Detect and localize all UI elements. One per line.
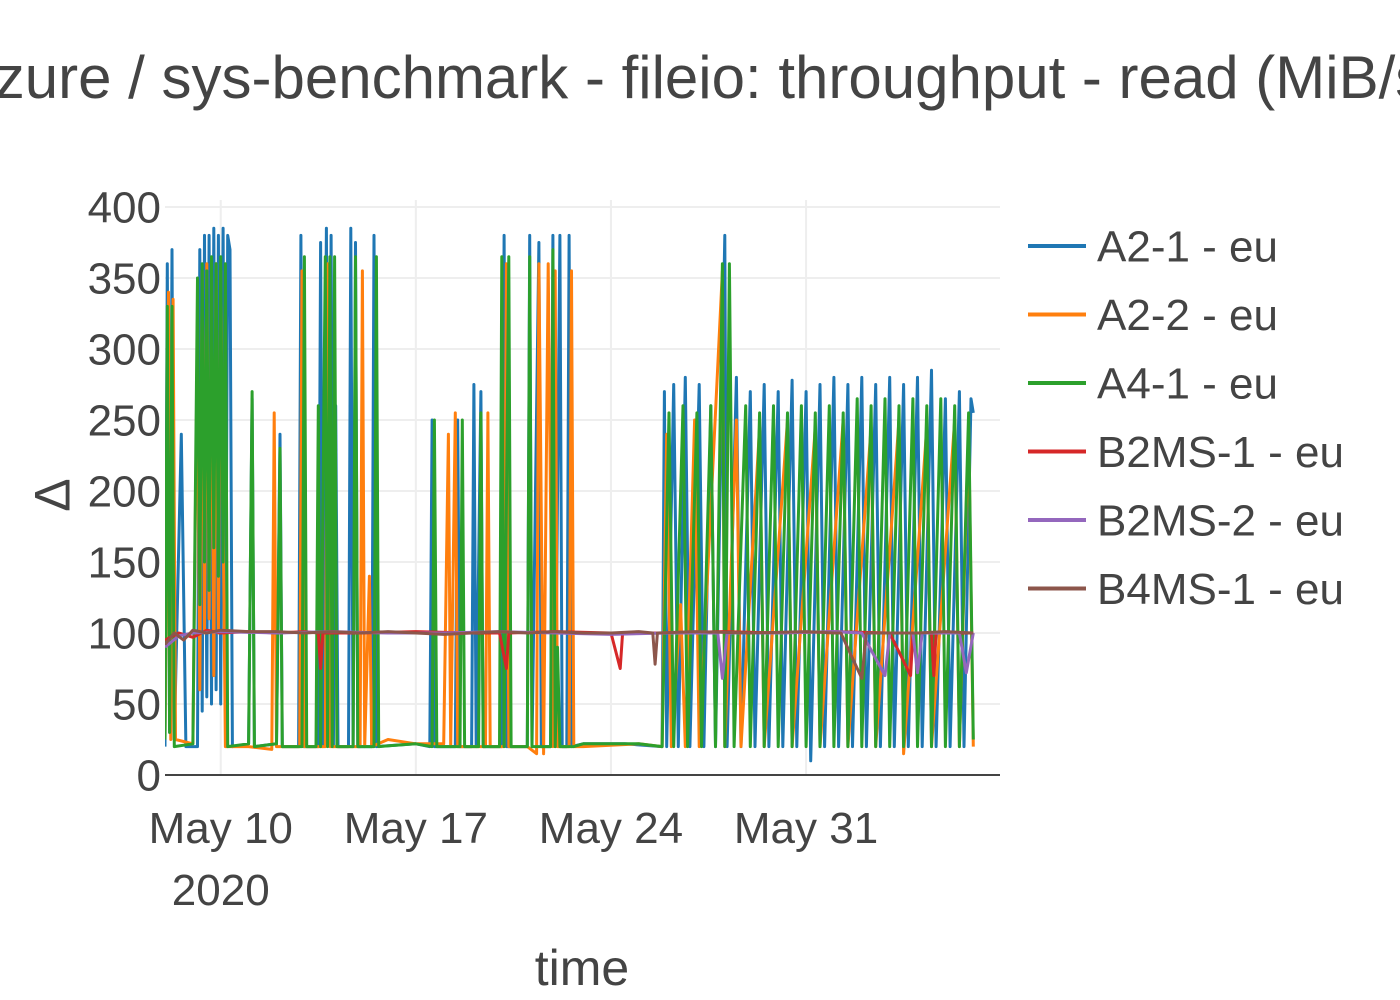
- y-tick-label: 150: [88, 538, 161, 587]
- x-tick-label: May 31: [734, 804, 878, 853]
- x-tick-labels: May 10 2020 May 17 May 24 May 31: [149, 804, 879, 915]
- legend-item[interactable]: A4-1 - eu: [1028, 359, 1278, 408]
- y-tick-label: 200: [88, 467, 161, 516]
- y-tick-labels: 0 50 100 150 200 250 300 350 400: [88, 183, 161, 800]
- x-tick-label: May 24: [539, 804, 683, 853]
- y-tick-label: 50: [112, 680, 161, 729]
- series-lines: [165, 226, 975, 763]
- y-tick-label: 100: [88, 609, 161, 658]
- legend-label: A2-1 - eu: [1097, 222, 1278, 271]
- legend-label: A2-2 - eu: [1097, 291, 1278, 340]
- legend-item[interactable]: B4MS-1 - eu: [1028, 565, 1344, 614]
- series-line-2: [165, 248, 975, 749]
- chart-title: Azure / sys-benchmark - fileio: throughp…: [0, 44, 1400, 111]
- y-tick-label: 350: [88, 254, 161, 303]
- y-tick-label: 0: [137, 751, 161, 800]
- legend-item[interactable]: A2-2 - eu: [1028, 291, 1278, 340]
- legend-label: B4MS-1 - eu: [1097, 565, 1344, 614]
- legend-label: B2MS-1 - eu: [1097, 428, 1344, 477]
- x-axis-label: time: [535, 940, 629, 996]
- series-line-5: [165, 628, 974, 680]
- legend-item[interactable]: B2MS-1 - eu: [1028, 428, 1344, 477]
- x-tick-label: May 10: [149, 804, 293, 853]
- legend[interactable]: A2-1 - eu A2-2 - eu A4-1 - eu B2MS-1 - eu B2…: [1028, 222, 1344, 614]
- x-tick-year-label: 2020: [172, 866, 270, 915]
- y-tick-label: 300: [88, 325, 161, 374]
- legend-label: B2MS-2 - eu: [1097, 496, 1344, 545]
- legend-item[interactable]: B2MS-2 - eu: [1028, 496, 1344, 545]
- legend-label: A4-1 - eu: [1097, 359, 1278, 408]
- y-axis-label: Δ: [25, 478, 81, 511]
- legend-item[interactable]: A2-1 - eu: [1028, 222, 1278, 271]
- y-tick-label: 250: [88, 396, 161, 445]
- x-tick-label: May 17: [344, 804, 488, 853]
- y-tick-label: 400: [88, 183, 161, 232]
